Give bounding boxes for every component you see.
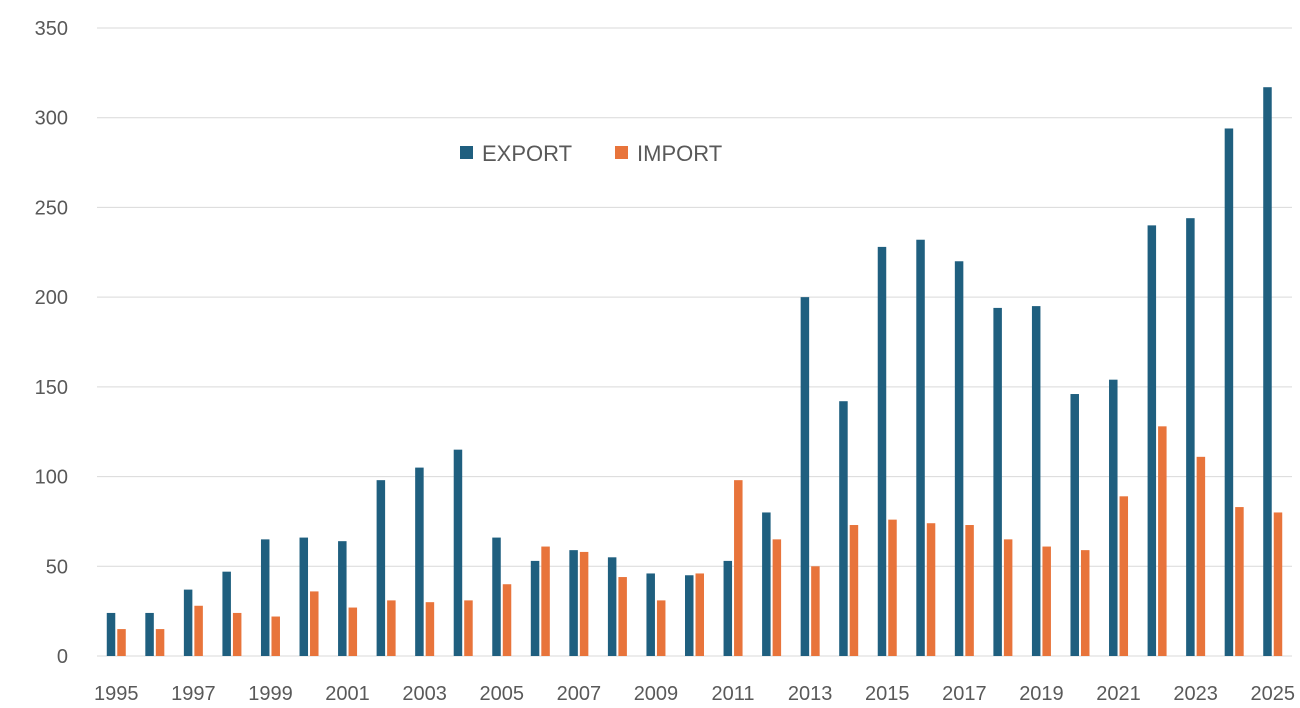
bar-export-2008	[607, 557, 617, 656]
x-tick-label: 2019	[1019, 683, 1064, 705]
bar-export-2023	[1186, 218, 1195, 656]
legend: EXPORT IMPORT	[460, 141, 722, 166]
bar-import-2001	[348, 607, 358, 656]
bar-import-2012	[772, 539, 782, 656]
legend-label-export: EXPORT	[482, 141, 572, 166]
bar-import-1998	[232, 612, 242, 656]
x-tick-label: 2023	[1173, 683, 1218, 705]
y-tick-label: 350	[35, 18, 68, 40]
bar-export-2014	[839, 401, 848, 656]
bar-import-2003	[425, 602, 435, 656]
x-tick-label: 2025	[1250, 683, 1295, 705]
bar-import-2025	[1273, 512, 1283, 656]
x-tick-label: 1995	[94, 683, 139, 705]
bar-import-2008	[618, 577, 627, 656]
bar-export-2016	[916, 239, 925, 657]
y-tick-label: 200	[35, 287, 68, 309]
bar-import-2013	[811, 566, 820, 656]
x-tick-label: 2021	[1096, 683, 1141, 705]
bar-export-2024	[1224, 128, 1234, 657]
bar-import-2014	[849, 525, 859, 656]
x-tick-label: 1999	[248, 683, 293, 705]
bar-import-2007	[579, 551, 589, 656]
x-tick-label: 1997	[171, 683, 216, 705]
bar-import-2015	[888, 519, 897, 656]
y-tick-label: 50	[46, 556, 68, 578]
bar-import-2024	[1235, 507, 1244, 656]
bar-export-1998	[222, 571, 231, 656]
bar-import-2022	[1158, 426, 1167, 656]
bar-export-1997	[183, 589, 193, 656]
bar-import-1997	[194, 605, 203, 656]
bar-export-2003	[415, 467, 424, 656]
y-tick-label: 0	[57, 646, 68, 668]
bar-export-2009	[646, 573, 655, 656]
bar-import-1999	[271, 616, 280, 656]
bar-export-2005	[492, 537, 501, 656]
bar-import-2021	[1119, 496, 1129, 656]
bar-export-2017	[954, 261, 964, 656]
bar-export-2022	[1147, 225, 1157, 656]
bar-export-2004	[453, 449, 463, 656]
bar-export-1999	[260, 539, 270, 656]
bar-export-2020	[1070, 394, 1079, 656]
bar-import-2010	[695, 573, 704, 656]
x-tick-label: 2009	[634, 683, 679, 705]
bar-export-2018	[993, 307, 1002, 656]
bar-import-2004	[464, 600, 473, 656]
bar-import-2019	[1042, 546, 1051, 656]
bar-export-2006	[530, 560, 540, 656]
y-axis-tick-labels: 0 50 100 150 200 250 300 350	[35, 18, 68, 668]
bar-import-2017	[965, 525, 974, 656]
bar-export-2012	[762, 512, 771, 656]
bar-import-1996	[155, 629, 165, 656]
bar-export-2010	[685, 575, 694, 656]
x-tick-label: 2015	[865, 683, 910, 705]
bar-export-2007	[569, 550, 578, 656]
x-tick-label: 2003	[402, 683, 447, 705]
bar-import-2009	[656, 600, 666, 656]
x-tick-label: 2011	[712, 683, 755, 705]
x-tick-label: 2017	[942, 683, 987, 705]
bar-export-2001	[338, 541, 347, 656]
bar-import-2016	[926, 523, 936, 656]
bar-export-2013	[800, 297, 810, 656]
y-tick-label: 150	[35, 377, 68, 399]
legend-swatch-export	[460, 146, 473, 159]
bars	[106, 87, 1283, 657]
x-tick-label: 2005	[480, 683, 525, 705]
bar-import-2023	[1196, 456, 1206, 656]
bar-export-2011	[723, 560, 733, 656]
legend-label-import: IMPORT	[637, 141, 722, 166]
bar-import-2020	[1080, 550, 1090, 656]
bar-import-2005	[502, 584, 512, 656]
bar-import-2000	[310, 591, 319, 656]
x-tick-label: 2013	[788, 683, 833, 705]
x-tick-label: 2007	[557, 683, 602, 705]
gridlines	[97, 27, 1292, 657]
bar-import-2002	[387, 600, 396, 656]
bar-import-1995	[117, 629, 126, 656]
legend-swatch-import	[615, 146, 628, 159]
bar-export-2000	[299, 537, 309, 656]
bar-export-2019	[1031, 306, 1041, 656]
x-tick-label: 2001	[325, 683, 370, 705]
y-tick-label: 100	[35, 467, 68, 489]
bar-export-2025	[1263, 87, 1272, 656]
bar-import-2018	[1003, 539, 1013, 656]
bar-import-2011	[734, 480, 743, 656]
x-axis-tick-labels: 1995 1997 1999 2001 2003 2005 2007 2009 2011 2013…	[94, 683, 1295, 705]
bar-export-2002	[376, 480, 386, 656]
bar-export-1995	[106, 612, 116, 656]
bar-export-2021	[1109, 379, 1118, 656]
y-tick-label: 250	[35, 197, 68, 219]
bar-export-1996	[145, 612, 154, 656]
bar-export-2015	[877, 246, 887, 656]
y-tick-label: 300	[35, 108, 68, 130]
bar-import-2006	[541, 546, 550, 656]
